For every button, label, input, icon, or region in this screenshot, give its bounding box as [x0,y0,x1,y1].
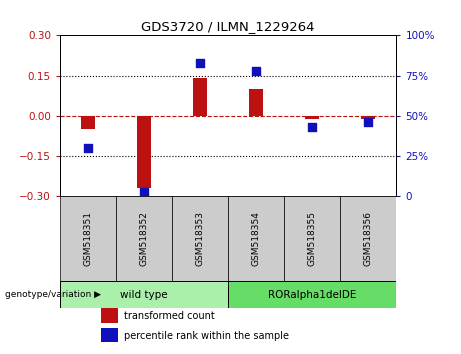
Text: percentile rank within the sample: percentile rank within the sample [124,331,290,341]
Text: GSM518353: GSM518353 [195,211,205,267]
Bar [361,116,375,119]
Text: GSM518354: GSM518354 [252,211,261,267]
Bar [284,196,340,281]
Text: GSM518351: GSM518351 [83,211,93,267]
Text: genotype/variation ▶: genotype/variation ▶ [5,290,100,299]
Text: RORalpha1delDE: RORalpha1delDE [268,290,356,300]
Point [309,124,316,130]
Bar [228,281,396,308]
Bar [228,196,284,281]
Bar [193,78,207,116]
Bar [60,281,228,308]
Text: GSM518356: GSM518356 [364,211,373,267]
Text: GSM518355: GSM518355 [308,211,317,267]
Point [196,60,204,65]
Bar [81,116,95,129]
Point [253,68,260,74]
Text: wild type: wild type [120,290,168,300]
Bar [101,328,118,343]
Bar [249,89,263,116]
Bar [305,116,319,119]
Text: transformed count: transformed count [124,311,215,321]
Bar [137,116,151,188]
Point [365,120,372,125]
Text: GSM518352: GSM518352 [140,211,148,267]
Bar [340,196,396,281]
Title: GDS3720 / ILMN_1229264: GDS3720 / ILMN_1229264 [142,20,315,33]
Point [84,145,92,151]
Point [140,189,148,194]
Bar [60,196,116,281]
Bar [172,196,228,281]
Bar [116,196,172,281]
Bar [101,308,118,323]
